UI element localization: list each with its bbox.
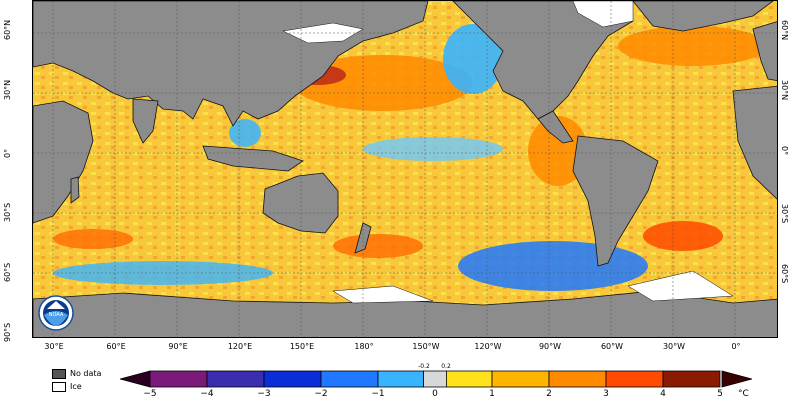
colorbar-min-arrow [120,370,151,388]
colorbar-tick: −5 [143,389,157,399]
graticule [33,1,777,337]
ice-label: Ice [70,382,82,391]
land-india [132,98,159,144]
ice-arctic-canada [572,1,634,28]
lat-label-right: 0° [780,146,789,156]
warm-anomaly-south-atlantic [643,221,723,251]
land-central-america [537,110,574,144]
lat-label-right: 30°N [780,80,789,101]
land-australia [262,172,339,234]
colorbar-segment [605,370,664,388]
land-antarctica [33,290,777,337]
colorbar-segment [548,370,607,388]
ice-antarctic-weddell [627,270,734,302]
colorbar-unit: °C [738,389,749,399]
lon-label: 150°E [289,342,315,351]
lon-label: 90°E [168,342,188,351]
colorbar-tick: 0 [432,389,438,399]
colorbar-segment [662,370,721,388]
lon-label: 30°E [44,342,64,351]
cool-anomaly-central-pacific [363,137,503,161]
ice-swatch [52,382,66,392]
lat-label-left: 60°S [3,262,12,282]
colorbar-tick: 2 [546,389,552,399]
map-canvas [33,1,777,337]
no-data-swatch [52,369,66,379]
colorbar-segment [423,370,447,388]
colorbar-tick: −4 [200,389,214,399]
colorbar-small-tick: -0.2 [418,363,430,370]
colorbar-segment [206,370,265,388]
cool-anomaly-gulf-alaska [443,24,503,94]
lon-label: 60°E [106,342,126,351]
lat-label-left: 90°S [3,322,12,342]
colorbar-tick: 3 [603,389,609,399]
land-europe-west [752,21,777,82]
colorbar-segment [377,370,424,388]
cool-anomaly-philippine [229,119,261,147]
colorbar-tick: −1 [371,389,385,399]
lon-label: 180° [354,342,374,351]
lat-label-right: 60°N [780,20,789,41]
land-madagascar [70,176,80,204]
warm-anomaly-north-atlantic [618,26,768,66]
lon-label: 90°W [538,342,562,351]
lon-label: 0° [731,342,741,351]
lon-label: 150°W [412,342,440,351]
colorbar [120,370,752,388]
noaa-logo-text: NOAA [49,312,64,318]
lat-label-left: 60°N [3,19,12,40]
warm-anomaly-tasman [333,234,423,258]
no-data-label: No data [70,369,102,378]
land-indonesia [202,145,304,172]
land-africa-west [732,85,777,200]
colorbar-segment [445,370,493,388]
lat-label-right: 30°S [780,204,789,224]
land-south-america [572,135,659,267]
lat-label-right: 60°S [780,264,789,284]
lat-label-left: 0° [3,148,12,158]
colorbar-tick: −3 [257,389,271,399]
colorbar-max-arrow [721,370,752,388]
colorbar-segment [263,370,322,388]
colorbar-segment [491,370,550,388]
ice-antarctic-ross [332,285,434,304]
colorbar-tick: 1 [489,389,495,399]
land-africa [33,100,94,224]
noaa-logo: NOAA [38,295,74,331]
colorbar-segment [320,370,379,388]
colorbar-small-tick: 0.2 [441,363,451,370]
land-greenland [632,1,774,32]
lon-label: 120°W [474,342,502,351]
sst-anomaly-map [32,0,778,338]
colorbar-tick: −2 [314,389,328,399]
warm-anomaly-south-indian [53,229,133,249]
cool-anomaly-south-pacific [458,241,648,291]
lat-label-left: 30°S [3,202,12,222]
lon-label: 30°W [662,342,686,351]
colorbar-tick: 5 [717,389,723,399]
colorbar-tick: 4 [660,389,666,399]
lon-label: 60°W [600,342,624,351]
colorbar-segment [149,370,208,388]
lon-label: 120°E [227,342,253,351]
lat-label-left: 30°N [3,79,12,100]
